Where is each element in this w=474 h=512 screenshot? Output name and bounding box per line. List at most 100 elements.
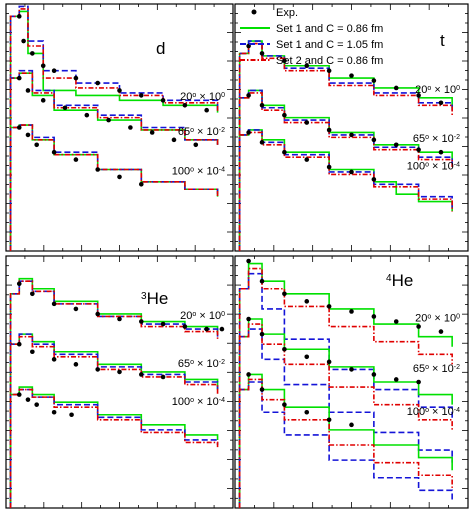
- series-line-set1b: [238, 381, 453, 508]
- data-point-exp: [51, 68, 57, 73]
- data-point-exp: [304, 409, 310, 415]
- data-point-exp: [259, 51, 265, 56]
- data-point-exp: [416, 379, 421, 385]
- data-point-exp: [393, 319, 399, 324]
- data-point-exp: [25, 132, 31, 138]
- data-point-exp: [106, 117, 111, 123]
- data-point-exp: [438, 149, 444, 155]
- data-point-exp: [416, 93, 421, 98]
- series-line-set2: [238, 267, 453, 508]
- data-point-exp: [371, 314, 377, 319]
- data-point-exp: [117, 88, 122, 93]
- data-point-exp: [73, 306, 79, 312]
- data-point-exp: [219, 326, 225, 332]
- data-point-exp: [349, 422, 354, 428]
- data-point-exp: [304, 354, 310, 360]
- data-point-exp: [326, 359, 332, 365]
- data-point-exp: [138, 372, 144, 377]
- panel-3He: 20o × 100 65o × 10-2 100o × 10-4 3He: [5, 255, 234, 509]
- data-point-exp: [16, 392, 22, 397]
- data-point-exp: [34, 402, 39, 407]
- panel-label: 3He: [141, 289, 168, 308]
- data-point-exp: [73, 157, 79, 162]
- data-point-exp: [182, 324, 188, 329]
- data-point-exp: [246, 258, 251, 264]
- data-point-exp: [326, 417, 332, 423]
- data-point-exp: [246, 372, 251, 377]
- data-point-exp: [182, 102, 188, 108]
- curve-label: 65o × 10-2: [178, 358, 225, 370]
- data-point-exp: [326, 127, 332, 133]
- data-point-exp: [259, 331, 265, 337]
- legend-marker-exp: [251, 9, 257, 15]
- legend-label-exp: Exp.: [276, 7, 298, 19]
- curve-label: 100o × 10-4: [407, 406, 460, 418]
- data-point-exp: [246, 130, 251, 135]
- data-point-exp: [117, 316, 122, 322]
- data-point-exp: [25, 88, 31, 93]
- curve-label: 20o × 100: [415, 84, 460, 96]
- data-point-exp: [138, 182, 144, 187]
- series-line-set1b: [9, 5, 219, 251]
- series-line-set1b: [9, 333, 219, 508]
- data-point-exp: [160, 374, 166, 380]
- legend-label-set1a: Set 1 and C = 0.86 fm: [276, 23, 383, 35]
- data-point-exp: [51, 357, 57, 362]
- data-point-exp: [95, 367, 101, 372]
- data-point-exp: [349, 367, 354, 372]
- data-point-exp: [438, 100, 444, 106]
- data-point-exp: [371, 177, 377, 182]
- data-point-exp: [16, 341, 22, 347]
- panel-d: 20o × 100 65o × 10-2 100o × 10-4 d: [5, 3, 234, 252]
- panel-t: 20o × 100 65o × 10-2 100o × 10-4 t: [234, 3, 469, 252]
- data-point-exp: [259, 278, 265, 284]
- data-point-exp: [51, 149, 57, 155]
- data-point-exp: [246, 316, 251, 322]
- legend: Exp. Set 1 and C = 0.86 fm Set 1 and C = 1…: [240, 7, 383, 67]
- data-point-exp: [138, 93, 144, 98]
- curve-label: 100o × 10-4: [172, 396, 225, 408]
- data-point-exp: [304, 299, 310, 304]
- data-point-exp: [51, 409, 57, 415]
- data-point-exp: [393, 142, 399, 148]
- data-point-exp: [160, 321, 166, 327]
- series-line-set2: [238, 323, 453, 508]
- data-point-exp: [349, 169, 354, 175]
- data-point-exp: [117, 369, 122, 375]
- data-point-exp: [171, 137, 177, 143]
- data-point-exp: [371, 372, 377, 377]
- data-point-exp: [160, 98, 166, 103]
- data-point-exp: [282, 112, 287, 118]
- data-point-exp: [51, 301, 57, 307]
- curve-label: 65o × 10-2: [413, 363, 460, 375]
- curve-label: 20o × 100: [415, 313, 460, 325]
- data-point-exp: [193, 142, 199, 148]
- data-point-exp: [95, 311, 101, 317]
- series-line-set1b: [238, 328, 453, 508]
- data-point-exp: [349, 309, 354, 314]
- legend-label-set2: Set 2 and C = 0.86 fm: [276, 55, 383, 67]
- data-point-exp: [128, 125, 133, 130]
- data-point-exp: [25, 397, 31, 402]
- curve-label: 20o × 100: [180, 91, 225, 103]
- data-point-exp: [371, 78, 377, 83]
- data-point-exp: [416, 147, 421, 153]
- data-point-exp: [95, 167, 101, 172]
- curve-label: 20o × 100: [180, 310, 225, 322]
- data-point-exp: [282, 346, 287, 352]
- series-line-set1a: [238, 373, 453, 508]
- data-point-exp: [73, 75, 79, 81]
- data-point-exp: [304, 120, 310, 125]
- series-line-set2: [9, 388, 219, 508]
- data-point-exp: [259, 102, 265, 108]
- data-point-exp: [393, 85, 399, 91]
- data-point-exp: [416, 324, 421, 329]
- data-point-exp: [138, 319, 144, 324]
- data-point-exp: [21, 38, 26, 44]
- series-line-set2: [238, 42, 453, 251]
- data-point-exp: [16, 14, 22, 19]
- data-point-exp: [349, 73, 354, 78]
- data-point-exp: [204, 107, 209, 113]
- series-line-set2: [9, 335, 219, 508]
